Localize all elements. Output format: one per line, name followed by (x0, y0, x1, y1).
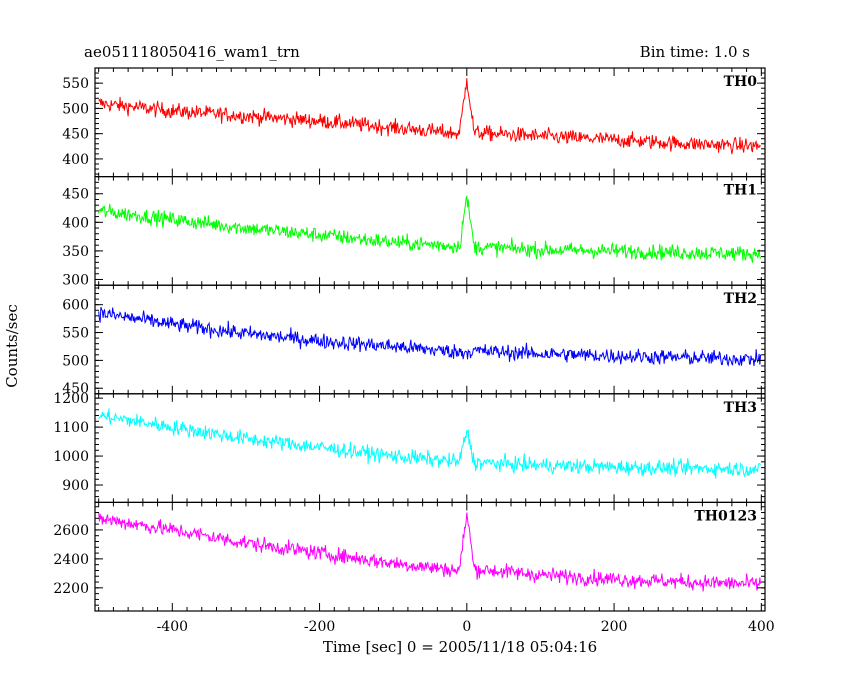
series-line-th3 (98, 408, 761, 479)
panel-frame-th0 (94, 67, 766, 178)
y-tick-label: 350 (62, 244, 89, 260)
y-tick-label: 450 (62, 187, 89, 203)
panel-frame-th2 (94, 284, 766, 395)
x-tick-label: -400 (157, 619, 188, 635)
plot-title: ae051118050416_wam1_trn (84, 43, 300, 61)
y-tick-label: 600 (62, 298, 89, 314)
y-tick-label: 2600 (53, 523, 89, 539)
y-tick-label: 550 (62, 326, 89, 342)
y-tick-label: 500 (62, 353, 89, 369)
y-tick-label: 1100 (53, 420, 89, 436)
y-tick-label: 1200 (53, 391, 89, 407)
y-tick-label: 300 (62, 272, 89, 288)
x-axis-label: Time [sec] 0 = 2005/11/18 05:04:16 (322, 638, 598, 656)
y-tick-label: 2200 (53, 581, 89, 597)
y-tick-label: 400 (62, 152, 89, 168)
y-axis-label: Counts/sec (3, 304, 21, 388)
y-tick-label: 550 (62, 76, 89, 92)
series-line-th1 (98, 194, 762, 263)
y-tick-label: 450 (62, 381, 89, 397)
y-tick-label: 2400 (53, 552, 89, 568)
series-line-th0 (98, 78, 761, 155)
panel-frame-th1 (94, 176, 766, 286)
series-line-th0123 (98, 512, 762, 592)
y-tick-label: 400 (62, 215, 89, 231)
x-tick-label: 400 (748, 619, 775, 635)
y-tick-label: 900 (62, 478, 89, 494)
panel-frame-th3 (94, 393, 766, 503)
panel-label-th2: TH2 (724, 291, 757, 307)
panel-label-th0: TH0 (724, 74, 758, 90)
series-line-th2 (98, 306, 762, 367)
x-tick-label: -200 (304, 619, 335, 635)
panel-label-th3: TH3 (724, 400, 757, 416)
panel-label-th1: TH1 (724, 183, 757, 199)
y-tick-label: 1000 (53, 449, 89, 465)
bin-time-label: Bin time: 1.0 s (639, 43, 750, 61)
y-tick-label: 450 (62, 127, 89, 143)
panel-frame-th0123 (94, 501, 766, 612)
x-tick-label: 200 (601, 619, 628, 635)
y-tick-label: 500 (62, 101, 89, 117)
panel-label-th0123: TH0123 (694, 508, 757, 524)
x-tick-label: 0 (462, 619, 471, 635)
